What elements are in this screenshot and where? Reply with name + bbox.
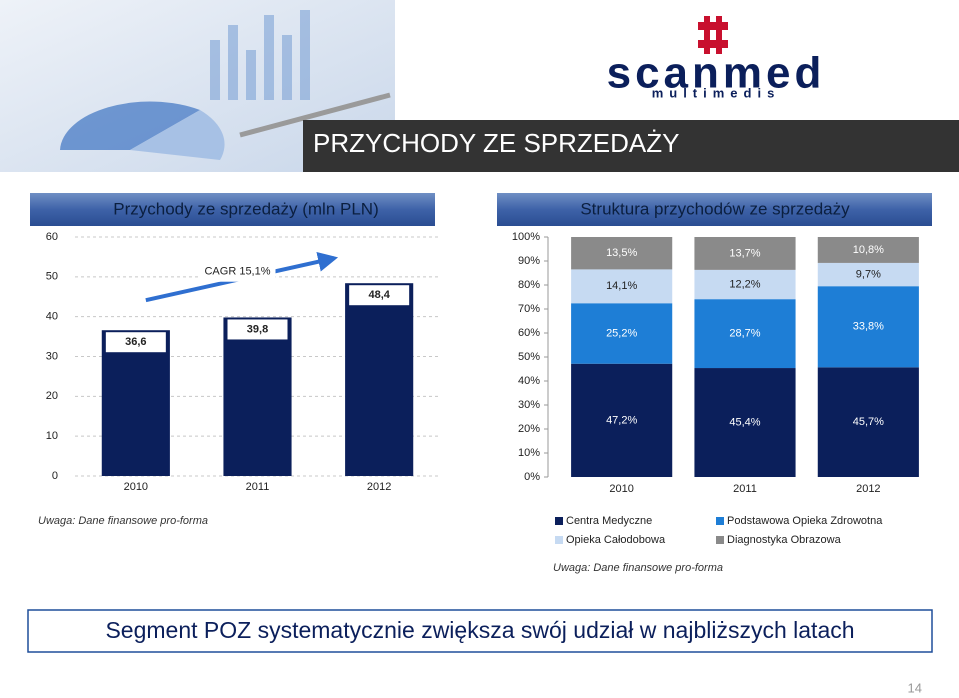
y-tick-label: 30 — [46, 350, 58, 362]
data-label-box — [105, 332, 166, 353]
data-label-box — [349, 285, 410, 306]
banner-text: Segment POZ systematycznie zwiększa swój… — [105, 617, 854, 643]
note: Uwaga: Dane finansowe pro-forma — [38, 515, 208, 527]
x-tick-label: 2011 — [733, 483, 757, 495]
y-tick-label: 0 — [52, 470, 58, 482]
x-tick-label: 2010 — [124, 481, 148, 493]
y-tick-label: 70% — [518, 303, 540, 315]
bar-segment — [694, 368, 796, 477]
chart-header — [30, 193, 435, 226]
data-label: 28,7% — [729, 328, 760, 340]
data-label: 9,7% — [856, 268, 881, 280]
bar-segment — [571, 303, 673, 364]
data-label: 36,6 — [125, 336, 146, 348]
legend-swatch — [716, 517, 724, 525]
x-tick-label: 2010 — [609, 483, 633, 495]
legend-swatch — [716, 536, 724, 544]
chart-header — [497, 193, 932, 226]
bar-segment — [571, 363, 673, 477]
title-band — [303, 120, 959, 172]
y-tick-label: 10% — [518, 447, 540, 459]
chart-title: Przychody ze sprzedaży (mln PLN) — [113, 199, 378, 218]
legend-swatch — [555, 517, 563, 525]
logo-subtext: multimedis — [652, 85, 781, 100]
y-tick-label: 40% — [518, 375, 540, 387]
y-tick-label: 50% — [518, 351, 540, 363]
bar — [101, 330, 170, 476]
y-tick-label: 80% — [518, 279, 540, 291]
bar-segment — [694, 269, 796, 300]
data-label: 48,4 — [368, 289, 390, 301]
data-label: 12,2% — [729, 278, 760, 290]
data-label: 47,2% — [606, 414, 637, 426]
bar — [345, 283, 414, 476]
y-tick-label: 20 — [46, 390, 58, 402]
data-label: 13,5% — [606, 247, 637, 259]
y-tick-label: 90% — [518, 255, 540, 267]
header-photo — [0, 0, 395, 172]
logo: scanmed multimedis — [607, 16, 826, 100]
legend-swatch — [555, 536, 563, 544]
y-tick-label: 60 — [46, 231, 58, 243]
y-tick-label: 0% — [524, 471, 540, 483]
slide-title: PRZYCHODY ZE SPRZEDAŻY — [313, 128, 679, 158]
banner-box — [27, 609, 933, 653]
y-tick-label: 50 — [46, 271, 58, 283]
data-label: 13,7% — [729, 247, 760, 259]
data-label: 14,1% — [606, 280, 637, 292]
bar-segment — [817, 286, 919, 368]
page-number: 14 — [908, 680, 922, 695]
legend-label: Podstawowa Opieka Zdrowotna — [727, 515, 883, 527]
data-label: 33,8% — [853, 321, 884, 333]
logo-text: scanmed — [607, 49, 826, 98]
data-label: 25,2% — [606, 327, 637, 339]
x-tick-label: 2012 — [367, 481, 391, 493]
legend-label: Opieka Całodobowa — [566, 534, 666, 546]
annotation: CAGR 15,1% — [204, 266, 270, 278]
data-label: 10,8% — [853, 244, 884, 256]
x-tick-label: 2012 — [856, 483, 880, 495]
legend-label: Centra Medyczne — [566, 515, 652, 527]
x-tick-label: 2011 — [246, 481, 270, 493]
legend-label: Diagnostyka Obrazowa — [727, 534, 842, 546]
chart-title: Struktura przychodów ze sprzedaży — [580, 199, 850, 218]
y-tick-label: 20% — [518, 423, 540, 435]
data-label-box — [227, 319, 288, 340]
annotation-box — [199, 261, 276, 282]
bar-segment — [817, 262, 919, 287]
y-tick-label: 100% — [512, 231, 540, 243]
data-label: 45,7% — [853, 416, 884, 428]
data-label: 45,4% — [729, 416, 760, 428]
bar-segment — [694, 299, 796, 369]
bar-segment — [571, 237, 673, 270]
y-tick-label: 60% — [518, 327, 540, 339]
y-tick-label: 30% — [518, 399, 540, 411]
bar-segment — [817, 367, 919, 477]
bar — [223, 317, 292, 476]
bar-segment — [694, 237, 796, 270]
y-tick-label: 10 — [46, 430, 58, 442]
bar-segment — [817, 237, 919, 263]
y-tick-label: 40 — [46, 311, 58, 323]
data-label: 39,8 — [247, 323, 268, 335]
bar-segment — [571, 269, 673, 304]
note: Uwaga: Dane finansowe pro-forma — [553, 562, 723, 574]
